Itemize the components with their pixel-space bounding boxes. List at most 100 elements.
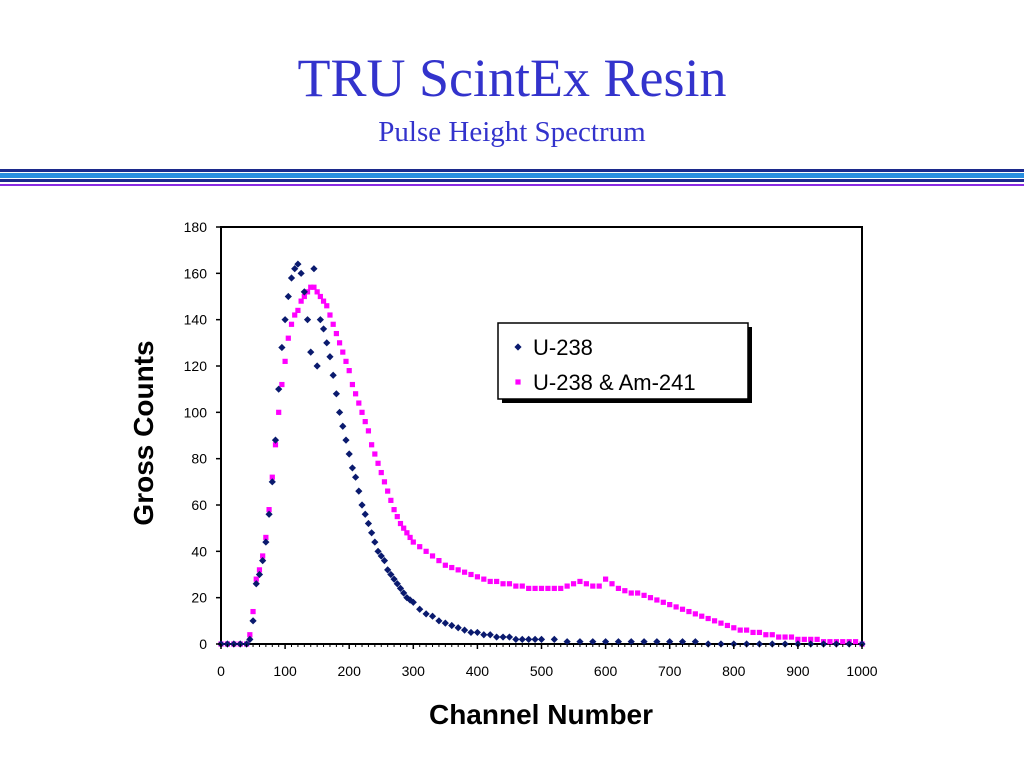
data-point bbox=[436, 558, 442, 564]
x-tick-label: 0 bbox=[217, 663, 225, 679]
data-point bbox=[385, 488, 391, 494]
data-point bbox=[442, 562, 448, 568]
data-point bbox=[326, 353, 334, 361]
data-point bbox=[269, 474, 275, 480]
y-tick-label: 20 bbox=[191, 590, 207, 606]
data-point bbox=[268, 478, 276, 486]
data-point bbox=[260, 553, 266, 559]
data-point bbox=[673, 604, 679, 610]
data-point bbox=[577, 578, 583, 585]
data-point bbox=[275, 385, 283, 393]
data-point bbox=[678, 638, 687, 646]
data-point bbox=[422, 610, 430, 618]
data-point bbox=[441, 619, 449, 627]
data-point bbox=[377, 552, 385, 560]
data-point bbox=[493, 633, 501, 641]
data-point bbox=[298, 298, 304, 304]
data-point bbox=[499, 633, 507, 641]
data-point bbox=[494, 578, 500, 585]
x-tick-label: 1000 bbox=[846, 663, 877, 679]
data-point bbox=[381, 479, 388, 485]
data-point bbox=[361, 510, 369, 518]
data-point bbox=[506, 581, 513, 587]
data-point bbox=[340, 349, 346, 355]
data-point bbox=[406, 596, 414, 604]
data-point bbox=[391, 507, 397, 513]
data-point bbox=[323, 339, 331, 347]
data-point bbox=[705, 615, 711, 622]
data-point bbox=[390, 575, 398, 583]
data-point bbox=[332, 390, 340, 398]
data-point bbox=[369, 442, 375, 448]
data-point bbox=[316, 316, 324, 324]
data-point bbox=[384, 566, 392, 574]
data-point bbox=[368, 529, 376, 537]
data-point bbox=[500, 581, 506, 587]
data-point bbox=[660, 599, 666, 605]
data-point bbox=[374, 547, 382, 555]
data-point bbox=[814, 636, 820, 642]
data-point bbox=[532, 585, 538, 591]
data-point bbox=[474, 574, 480, 580]
data-point bbox=[301, 293, 307, 300]
data-point bbox=[255, 570, 264, 579]
x-tick-label: 600 bbox=[594, 663, 618, 679]
data-point bbox=[550, 635, 558, 643]
data-point bbox=[327, 312, 333, 318]
data-point bbox=[641, 592, 647, 598]
data-point bbox=[583, 581, 589, 587]
data-point bbox=[282, 358, 288, 364]
data-point bbox=[317, 293, 323, 300]
data-point bbox=[635, 590, 641, 596]
data-point bbox=[449, 564, 455, 571]
data-point bbox=[256, 567, 263, 573]
x-tick-label: 200 bbox=[338, 663, 362, 679]
data-point bbox=[265, 510, 273, 518]
data-point bbox=[711, 618, 718, 624]
data-point bbox=[513, 583, 519, 589]
legend-items: U-238 U-238 & Am-241 bbox=[514, 335, 696, 395]
x-tick-label: 500 bbox=[530, 663, 554, 679]
data-point bbox=[349, 381, 356, 388]
divider-line bbox=[0, 179, 1024, 182]
data-point bbox=[380, 557, 389, 565]
data-point bbox=[622, 588, 628, 594]
data-point bbox=[609, 581, 615, 587]
data-point bbox=[564, 583, 570, 589]
data-point bbox=[614, 638, 623, 646]
data-point bbox=[249, 617, 257, 625]
y-tick-label: 180 bbox=[184, 219, 208, 235]
divider-line bbox=[0, 173, 1024, 178]
data-point bbox=[281, 316, 289, 324]
data-point bbox=[359, 409, 365, 415]
data-point bbox=[343, 358, 349, 364]
data-point bbox=[763, 632, 769, 638]
data-point bbox=[365, 428, 372, 434]
data-point bbox=[400, 589, 408, 597]
axis-ticks: 0 20 40 60 80 100 120 140 160 180 0 100 200 300 400 500… bbox=[184, 219, 878, 679]
data-point bbox=[388, 497, 394, 503]
data-point bbox=[396, 584, 405, 592]
slide-subtitle: Pulse Height Spectrum bbox=[378, 116, 646, 148]
data-point bbox=[538, 585, 545, 591]
data-point bbox=[647, 595, 654, 601]
data-point bbox=[324, 303, 330, 309]
data-point bbox=[699, 613, 705, 619]
x-axis-label: Channel Number bbox=[429, 699, 653, 730]
data-point bbox=[653, 638, 661, 646]
data-point bbox=[333, 330, 339, 337]
data-point bbox=[342, 436, 350, 444]
data-point bbox=[352, 473, 360, 481]
data-point bbox=[750, 629, 756, 636]
data-point bbox=[737, 627, 743, 633]
y-tick-label: 160 bbox=[184, 265, 208, 281]
data-point bbox=[769, 632, 775, 638]
data-point bbox=[756, 629, 763, 636]
data-point bbox=[460, 626, 469, 634]
data-point bbox=[294, 260, 302, 268]
data-point bbox=[590, 583, 596, 589]
data-point bbox=[667, 602, 673, 608]
data-point bbox=[551, 585, 557, 591]
data-point bbox=[423, 548, 429, 554]
